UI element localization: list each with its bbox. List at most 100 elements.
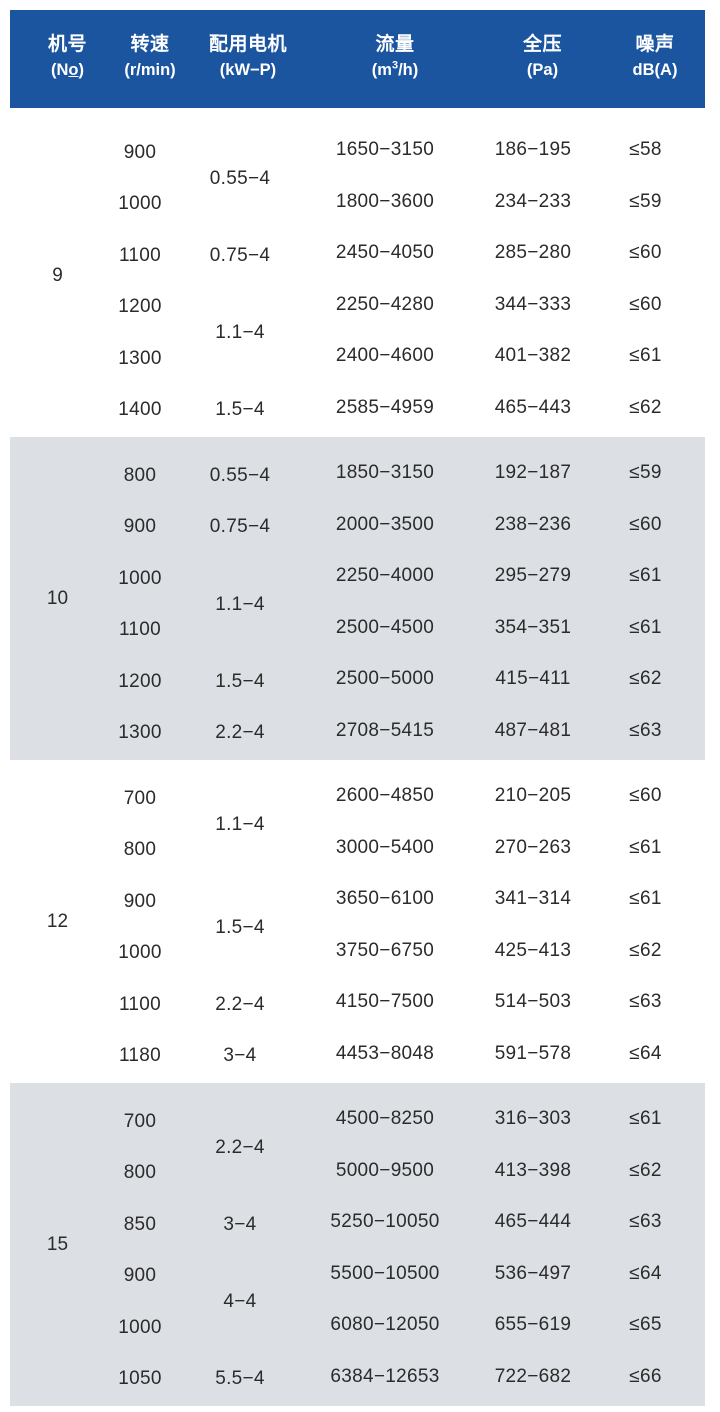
cell-total-pressure: 591−578	[494, 1042, 572, 1064]
cell-flow: 2600−4850	[335, 785, 435, 807]
cell-speed: 1000	[118, 942, 162, 964]
cell-flow: 2250−4000	[335, 565, 435, 587]
cell-flow: 2500−4500	[335, 616, 435, 638]
cell-flow: 2708−5415	[335, 719, 435, 741]
cell-total-pressure: 354−351	[494, 616, 572, 638]
cell-noise: ≤62	[629, 396, 662, 418]
cell-noise: ≤59	[629, 462, 662, 484]
cell-motor: 1.1−4	[215, 322, 265, 343]
header-label-machine-no: 机号	[47, 34, 87, 55]
cell-flow: 2400−4600	[335, 345, 435, 367]
cell-motor: 3−4	[223, 1213, 257, 1235]
cell-motor: 2.2−4	[215, 1136, 265, 1158]
cell-motor: 5.5−4	[215, 1368, 265, 1390]
cell-total-pressure: 465−444	[494, 1211, 572, 1233]
cell-noise: ≤62	[629, 939, 662, 961]
cell-flow: 5250−10050	[330, 1211, 440, 1233]
cell-machine-no: 15	[46, 1233, 69, 1255]
cell-speed: 1000	[118, 567, 162, 589]
cell-speed: 1300	[118, 722, 162, 744]
cell-total-pressure: 655−619	[494, 1314, 572, 1336]
cell-total-pressure: 186−195	[494, 139, 572, 161]
cell-motor: 1.1−4	[215, 593, 265, 615]
cell-speed: 1050	[118, 1368, 162, 1390]
cell-noise: ≤60	[629, 785, 662, 807]
cell-total-pressure: 413−398	[494, 1159, 572, 1181]
cell-speed: 850	[123, 1213, 157, 1235]
table-group-band	[10, 1083, 705, 1406]
cell-speed: 1400	[118, 399, 162, 421]
cell-motor: 0.55−4	[209, 167, 271, 189]
cell-motor: 2.2−4	[215, 722, 265, 744]
cell-noise: ≤61	[629, 888, 662, 910]
cell-speed: 1180	[118, 1045, 162, 1067]
cell-total-pressure: 234−233	[494, 190, 572, 212]
cell-noise: ≤63	[629, 1211, 662, 1233]
cell-noise: ≤60	[629, 513, 662, 535]
cell-total-pressure: 270−263	[494, 836, 572, 858]
cell-flow: 4150−7500	[335, 991, 435, 1013]
cell-total-pressure: 425−413	[494, 939, 572, 961]
cell-speed: 800	[123, 1162, 157, 1184]
cell-total-pressure: 210−205	[494, 785, 572, 807]
cell-flow: 2250−4280	[335, 293, 435, 315]
cell-noise: ≤61	[629, 616, 662, 638]
cell-speed: 1200	[118, 670, 162, 692]
cell-motor: 0.75−4	[209, 244, 271, 266]
cell-noise: ≤60	[629, 242, 662, 264]
header-label-total-pressure: 全压	[522, 34, 562, 55]
cell-total-pressure: 285−280	[494, 242, 572, 264]
header-cell-flow: 流量 (m3/h)	[320, 34, 470, 81]
cell-speed: 700	[123, 787, 157, 809]
cell-noise: ≤61	[629, 345, 662, 367]
cell-flow: 2000−3500	[335, 513, 435, 535]
cell-total-pressure: 192−187	[494, 462, 572, 484]
cell-flow: 1800−3600	[335, 190, 435, 212]
table-group-band	[10, 760, 705, 1083]
cell-machine-no: 9	[52, 264, 63, 286]
cell-noise: ≤64	[629, 1042, 662, 1064]
header-unit-noise: dB(A)	[632, 61, 678, 80]
cell-flow: 4453−8048	[335, 1042, 435, 1064]
cell-machine-no: 12	[46, 910, 69, 932]
cell-motor: 2.2−4	[215, 993, 265, 1015]
cell-noise: ≤60	[629, 293, 662, 315]
cell-noise: ≤61	[629, 1108, 662, 1130]
cell-flow: 5000−9500	[335, 1159, 435, 1181]
cell-total-pressure: 487−481	[494, 719, 572, 741]
cell-flow: 6080−12050	[330, 1314, 440, 1336]
cell-flow: 1850−3150	[335, 462, 435, 484]
cell-flow: 2450−4050	[335, 242, 435, 264]
cell-motor: 3−4	[223, 1045, 257, 1067]
cell-motor: 1.5−4	[215, 670, 265, 692]
cell-total-pressure: 514−503	[494, 991, 572, 1013]
cell-noise: ≤66	[629, 1365, 662, 1387]
cell-total-pressure: 722−682	[494, 1365, 572, 1387]
cell-flow: 2585−4959	[335, 396, 435, 418]
cell-flow: 6384−12653	[330, 1365, 440, 1387]
header-unit-machine-no-underline: o	[68, 61, 79, 80]
header-unit-machine-no: (No)	[50, 61, 84, 80]
header-label-flow: 流量	[375, 34, 415, 55]
cell-total-pressure: 341−314	[494, 888, 572, 910]
cell-total-pressure: 415−411	[495, 668, 571, 690]
header-label-motor: 配用电机	[208, 34, 287, 55]
cell-motor: 1.5−4	[215, 916, 265, 938]
cell-noise: ≤65	[629, 1314, 662, 1336]
cell-total-pressure: 536−497	[494, 1262, 572, 1284]
cell-motor: 0.75−4	[209, 516, 271, 538]
cell-noise: ≤62	[629, 668, 662, 690]
cell-flow: 5500−10500	[330, 1262, 440, 1284]
cell-noise: ≤59	[629, 190, 662, 212]
cell-speed: 1300	[118, 347, 162, 369]
cell-motor: 0.55−4	[209, 464, 271, 486]
cell-noise: ≤61	[629, 836, 662, 858]
cell-total-pressure: 316−303	[494, 1108, 572, 1130]
cell-speed: 800	[123, 839, 157, 861]
header-unit-flow-exponent: 3	[391, 59, 399, 72]
cell-flow: 3650−6100	[335, 888, 435, 910]
cell-speed: 700	[123, 1110, 157, 1132]
cell-noise: ≤63	[629, 719, 662, 741]
cell-noise: ≤64	[629, 1262, 662, 1284]
